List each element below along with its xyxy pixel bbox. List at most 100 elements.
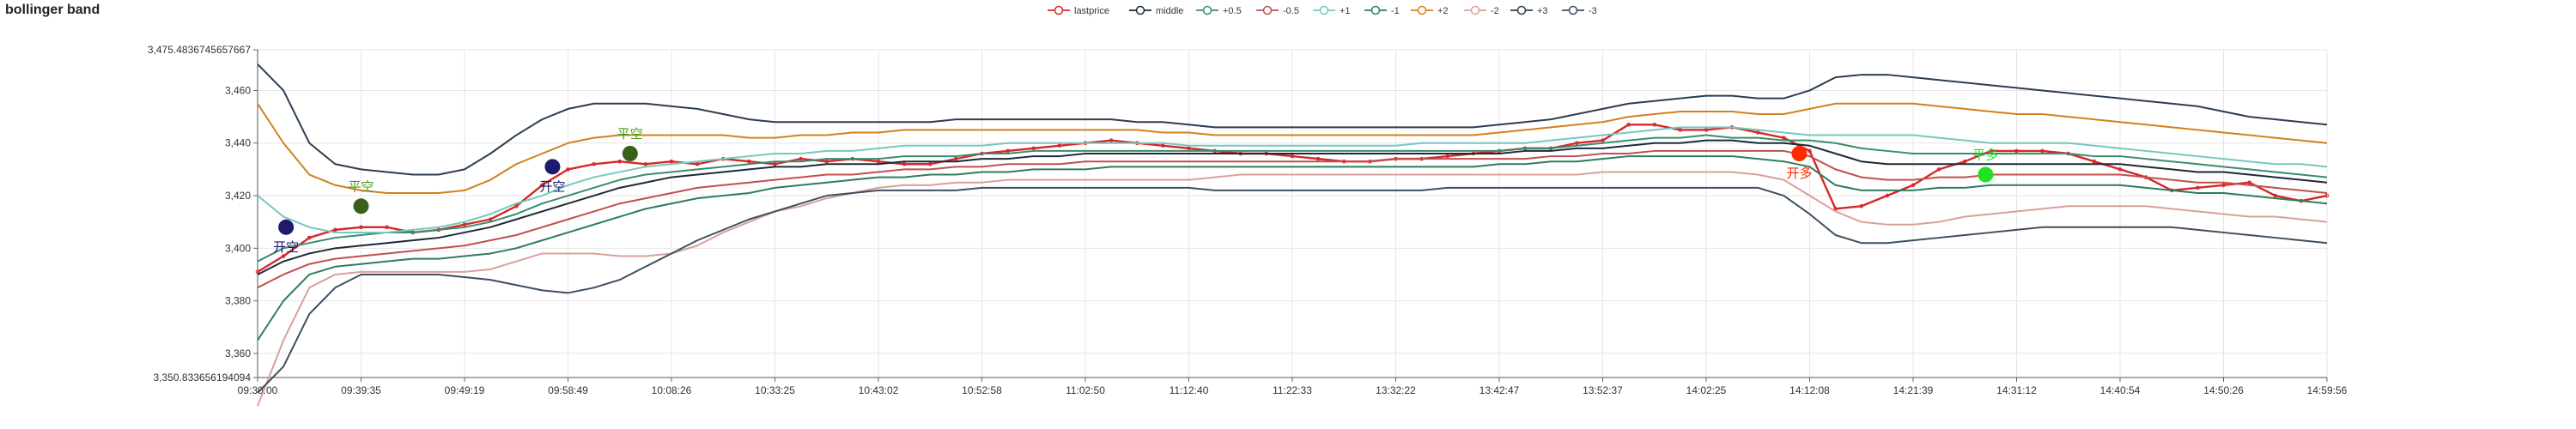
price-point <box>695 161 700 166</box>
price-point <box>1652 122 1657 127</box>
price-point <box>2040 148 2044 154</box>
legend-marker-icon <box>1202 5 1212 15</box>
legend-marker-icon <box>1516 5 1527 15</box>
x-tick-label: 10:52:58 <box>962 384 1002 396</box>
legend-label: middle <box>1156 6 1183 16</box>
x-tick-label: 10:08:26 <box>652 384 692 396</box>
price-point <box>1833 207 1838 211</box>
price-point <box>1911 183 1916 188</box>
series-line-plus2 <box>257 102 2328 194</box>
y-tick-label: 3,420 <box>225 190 251 202</box>
y-tick-label: 3,400 <box>225 242 251 254</box>
price-point <box>747 159 751 164</box>
x-tick-label: 11:22:33 <box>1273 384 1312 396</box>
legend-marker-icon <box>1370 5 1381 15</box>
x-tick-label: 14:50:26 <box>2203 384 2244 396</box>
price-point <box>1885 193 1890 198</box>
signal-marker-3 <box>622 146 638 162</box>
price-point <box>902 161 907 166</box>
signal-marker-1 <box>353 198 369 214</box>
series-line-minus2 <box>257 171 2328 407</box>
signal-label-0: 开空 <box>273 240 299 255</box>
price-point <box>2324 193 2330 198</box>
price-point <box>1109 138 1114 142</box>
price-point <box>617 159 623 164</box>
price-point <box>2196 185 2200 190</box>
price-point <box>1962 159 1967 164</box>
y-tick-label: 3,475.4836745657667 <box>148 44 251 56</box>
price-point <box>773 161 777 166</box>
price-point <box>488 217 493 221</box>
legend-label: +0.5 <box>1223 6 1242 16</box>
price-point <box>1187 146 1191 151</box>
series-line-plus0-5 <box>257 134 2328 263</box>
legend-marker-icon <box>1054 5 1064 15</box>
x-tick-label: 14:31:12 <box>1996 384 2037 396</box>
price-point <box>1005 148 1010 154</box>
legend-label: -3 <box>1589 6 1597 16</box>
price-point <box>1161 143 1165 148</box>
x-tick-label: 10:33:25 <box>755 384 795 396</box>
legend-label: lastprice <box>1074 6 1109 16</box>
price-point <box>643 161 648 166</box>
x-tick-label: 13:52:37 <box>1583 384 1623 396</box>
legend-marker-icon <box>1417 5 1427 15</box>
axes: 3,350.833656194094 3,360 3,380 3,400 3,420 3,… <box>148 44 2348 396</box>
x-tick-label: 13:42:47 <box>1479 384 1520 396</box>
price-point <box>2117 167 2123 172</box>
price-point <box>1807 148 1812 154</box>
legend-label: +3 <box>1537 6 1548 16</box>
price-point <box>307 235 312 240</box>
x-tick-label: 14:40:54 <box>2100 384 2141 396</box>
signal-marker-5 <box>1978 166 1994 183</box>
price-point <box>1859 203 1864 208</box>
x-tick-label: 09:49:19 <box>445 384 485 396</box>
signal-label-5: 平多 <box>1972 148 1998 163</box>
signal-marker-4 <box>1791 146 1807 162</box>
price-point <box>799 156 803 161</box>
legend-marker-icon <box>1568 5 1578 15</box>
price-point <box>927 161 933 166</box>
price-point <box>1057 143 1062 148</box>
legend-marker-icon <box>1470 5 1480 15</box>
grid-lines <box>257 49 2328 378</box>
x-tick-label: 09:58:49 <box>548 384 588 396</box>
price-point <box>669 159 674 164</box>
price-point <box>1782 136 1786 140</box>
price-point <box>1445 154 1450 159</box>
price-point <box>1936 167 1941 172</box>
price-point <box>1704 128 1709 132</box>
x-tick-label: 13:32:22 <box>1376 384 1416 396</box>
signal-label-3: 平空 <box>617 127 643 142</box>
legend-label: -1 <box>1391 6 1400 16</box>
series-line-plus3 <box>257 63 2328 176</box>
x-tick-label: 09:39:35 <box>341 384 381 396</box>
price-point <box>876 159 881 164</box>
price-point <box>2247 180 2251 185</box>
legend-label: -0.5 <box>1283 6 1299 16</box>
x-tick-label: 11:02:50 <box>1066 384 1105 396</box>
x-tick-label: 14:21:39 <box>1893 384 1934 396</box>
price-point <box>385 225 389 230</box>
price-point <box>824 159 829 164</box>
price-point <box>513 203 519 208</box>
price-point <box>1290 154 1295 159</box>
price-point <box>333 227 337 233</box>
price-point <box>359 225 363 230</box>
price-point <box>954 156 958 161</box>
chart-title: bollinger band <box>5 3 100 17</box>
price-point <box>1755 130 1760 135</box>
signal-label-2: 开空 <box>539 179 565 194</box>
price-point <box>1031 146 1036 151</box>
legend-marker-icon <box>1135 5 1145 15</box>
price-point <box>1678 128 1683 132</box>
x-tick-label: 14:02:25 <box>1686 384 1727 396</box>
series-line-minus1 <box>257 155 2328 341</box>
y-tick-label: 3,350.833656194094 <box>154 372 252 384</box>
price-point <box>462 222 467 227</box>
legend-label: -2 <box>1491 6 1499 16</box>
legend: lastprice middle +0.5 -0.5 +1 -1 +2 -2 +3 -3 <box>1048 5 1597 16</box>
series-line-plus1 <box>257 126 2328 233</box>
